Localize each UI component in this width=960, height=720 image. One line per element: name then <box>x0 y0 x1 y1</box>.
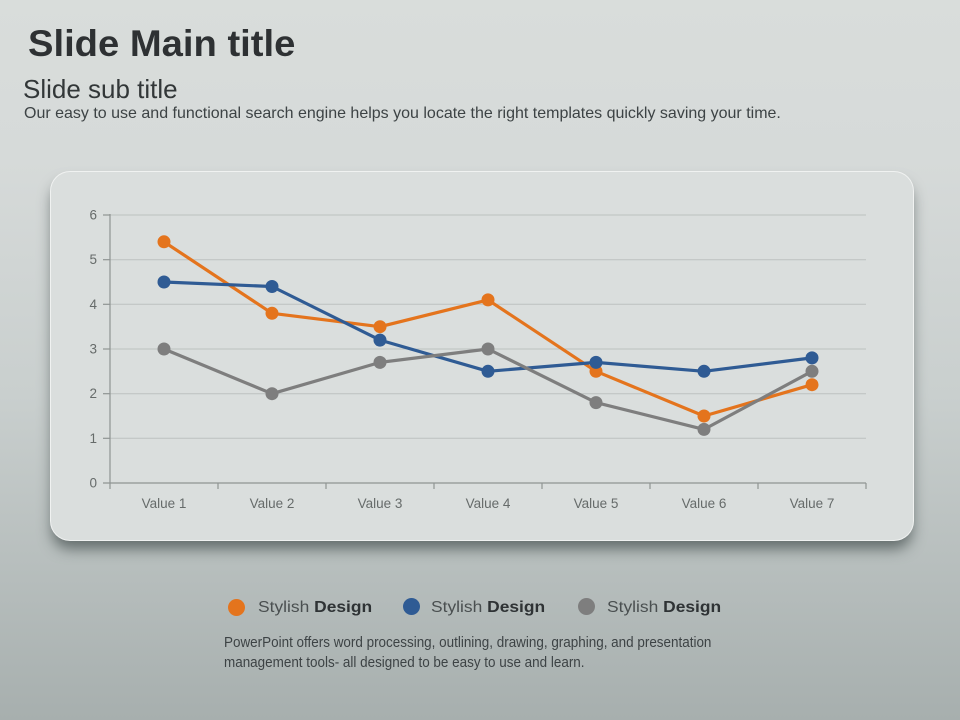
svg-text:Value 3: Value 3 <box>358 496 403 511</box>
svg-text:5: 5 <box>89 252 97 267</box>
svg-text:4: 4 <box>89 297 97 312</box>
svg-text:Value 2: Value 2 <box>250 496 295 511</box>
svg-text:6: 6 <box>89 208 97 223</box>
svg-text:0: 0 <box>89 476 97 491</box>
svg-text:Value 6: Value 6 <box>682 496 727 511</box>
svg-text:Value 7: Value 7 <box>790 496 835 511</box>
svg-text:Value 4: Value 4 <box>466 496 511 511</box>
svg-text:1: 1 <box>89 431 97 446</box>
svg-text:3: 3 <box>89 342 97 357</box>
svg-text:Value 1: Value 1 <box>142 496 187 511</box>
svg-text:2: 2 <box>89 386 97 401</box>
svg-text:Value 5: Value 5 <box>574 496 619 511</box>
